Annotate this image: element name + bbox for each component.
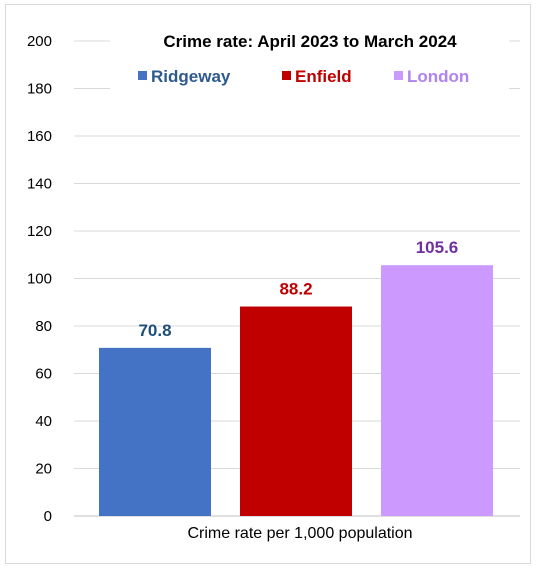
y-tick-label: 60	[35, 366, 52, 383]
title-legend-backdrop	[110, 28, 509, 98]
y-tick-label: 0	[44, 508, 52, 525]
bar-london	[381, 265, 493, 516]
value-label-enfield: 88.2	[279, 280, 312, 299]
bar-enfield	[240, 306, 352, 516]
y-tick-label: 180	[27, 81, 52, 98]
value-label-london: 105.6	[416, 238, 459, 257]
legend-label-london: London	[407, 67, 469, 86]
bar-ridgeway	[99, 347, 211, 516]
y-tick-label: 200	[27, 33, 52, 50]
x-axis-label: Crime rate per 1,000 population	[187, 525, 412, 542]
y-tick-label: 120	[27, 223, 52, 240]
y-tick-label: 80	[35, 318, 52, 335]
legend-swatch-ridgeway	[138, 71, 147, 80]
legend-label-enfield: Enfield	[295, 67, 352, 86]
legend-label-ridgeway: Ridgeway	[151, 67, 231, 86]
y-axis-ticks: 0 20 40 60 80 100 120 140 160 180 200	[27, 33, 52, 525]
value-labels: 70.8 88.2 105.6	[138, 238, 458, 340]
y-tick-label: 20	[35, 461, 52, 478]
legend: Ridgeway Enfield London	[138, 67, 469, 86]
y-tick-label: 160	[27, 128, 52, 145]
value-label-ridgeway: 70.8	[138, 321, 171, 340]
y-tick-label: 140	[27, 176, 52, 193]
y-tick-label: 100	[27, 271, 52, 288]
bars	[99, 265, 493, 516]
y-tick-label: 40	[35, 413, 52, 430]
chart-title: Crime rate: April 2023 to March 2024	[163, 32, 457, 51]
legend-swatch-london	[394, 71, 403, 80]
legend-swatch-enfield	[282, 71, 291, 80]
